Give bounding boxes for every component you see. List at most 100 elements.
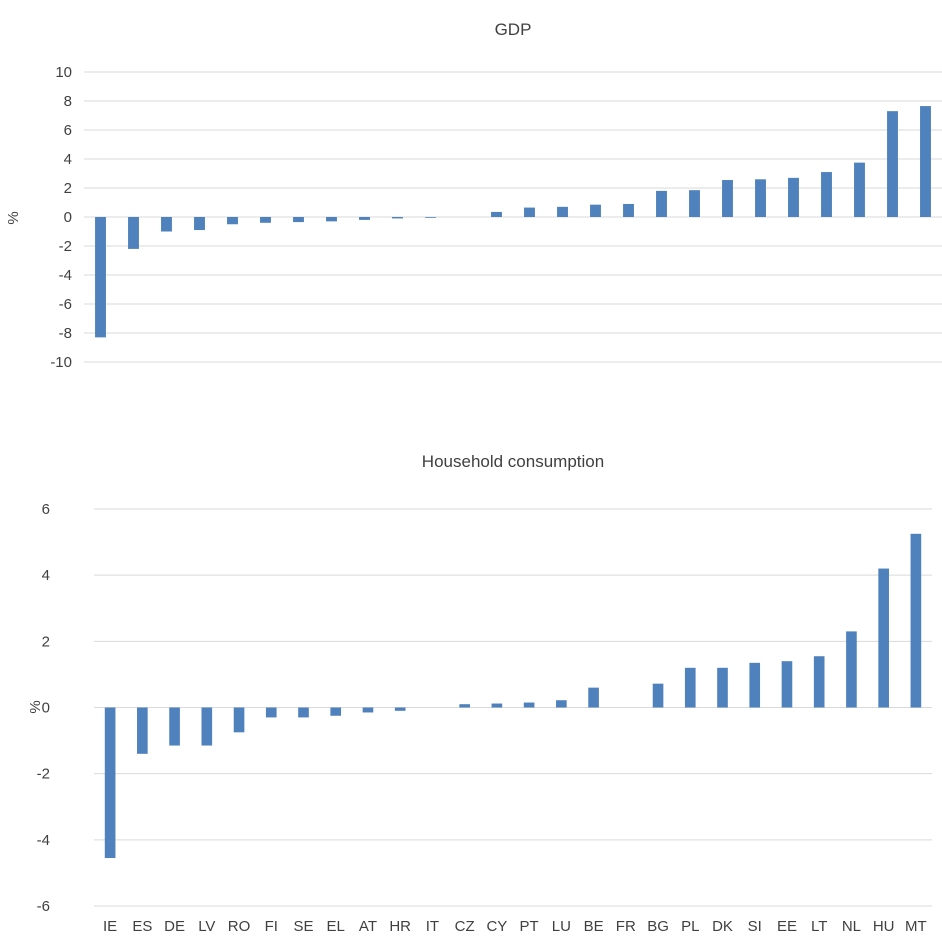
- bar-dk: [788, 177, 799, 217]
- bar-hu: [878, 568, 889, 708]
- x-tick-label: FI: [265, 918, 278, 935]
- y-tick-label: -6: [59, 296, 72, 313]
- gdp-chart: GDP% 10 8 6 4 2 0 -2 -4 -6 -8 -10 IE LV FI ES LU DE RO HR CZ…: [5, 20, 942, 375]
- x-tick-label: SE: [486, 374, 506, 375]
- bar-ee: [821, 172, 832, 217]
- y-tick-label: -2: [37, 766, 50, 783]
- bar-pl: [425, 217, 436, 218]
- bar-ie: [95, 217, 106, 338]
- x-tick-label: PT: [553, 374, 572, 375]
- x-tick-label: BE: [584, 918, 604, 935]
- bar-de: [169, 707, 180, 746]
- x-tick-label: LT: [752, 374, 768, 375]
- y-tick-label: -10: [50, 354, 72, 371]
- x-tick-label: PL: [681, 918, 699, 935]
- y-axis-label: %: [5, 211, 22, 224]
- bar-lv: [201, 707, 213, 746]
- bar-nl: [846, 631, 857, 708]
- x-tick-label: RO: [287, 374, 310, 375]
- bar-pl: [684, 667, 696, 708]
- y-tick-label: -4: [59, 267, 72, 284]
- x-tick-label: FR: [520, 374, 540, 375]
- x-tick-label: DK: [783, 374, 804, 375]
- bar-ee: [781, 661, 793, 708]
- bar-pt: [557, 206, 568, 217]
- household-consumption-chart: Household consumption% 6 4 2 0 -2 -4 -6 IE ES DE LV…: [27, 452, 932, 935]
- bar-bg: [689, 190, 700, 217]
- x-tick-label: DE: [164, 918, 185, 935]
- bar-lv: [128, 217, 139, 249]
- y-tick-label: 10: [55, 64, 72, 81]
- chart-title: Household consumption: [422, 452, 604, 471]
- y-tick-label: 6: [42, 501, 50, 518]
- x-tick-label: PT: [520, 918, 539, 935]
- y-tick-label: 2: [64, 180, 72, 197]
- x-tick-label: MT: [905, 918, 927, 935]
- bar-cz: [359, 217, 370, 220]
- x-tick-label: CZ: [355, 374, 375, 375]
- x-tick-label: EE: [816, 374, 836, 375]
- bar-be: [656, 190, 667, 217]
- x-tick-label: SI: [748, 918, 762, 935]
- x-tick-label: ES: [132, 918, 152, 935]
- bar-at: [590, 204, 601, 217]
- y-tick-label: 6: [64, 122, 72, 139]
- bar-it: [623, 203, 634, 217]
- bar-es: [194, 217, 205, 231]
- x-tick-label: HU: [915, 374, 937, 375]
- x-tick-label: DE: [255, 374, 276, 375]
- bar-cy: [491, 703, 503, 708]
- bar-pt: [523, 702, 535, 708]
- bar-hr: [394, 707, 406, 711]
- x-tick-label: IT: [426, 918, 439, 935]
- x-tick-label: EE: [777, 918, 797, 935]
- bar-ro: [233, 707, 245, 733]
- x-tick-label: PL: [421, 374, 439, 375]
- x-tick-label: BG: [647, 918, 669, 935]
- bar-hu: [920, 106, 931, 217]
- y-tick-label: 4: [42, 567, 50, 584]
- bar-fi: [265, 707, 277, 718]
- y-tick-label: -4: [37, 832, 50, 849]
- y-axis-label: %: [27, 700, 44, 713]
- x-tick-label: RO: [228, 918, 251, 935]
- x-tick-label: AT: [359, 918, 377, 935]
- y-tick-label: 4: [64, 151, 72, 168]
- x-tick-label: LT: [811, 918, 827, 935]
- chart-title: GDP: [495, 20, 532, 39]
- x-tick-label: IE: [93, 374, 107, 375]
- x-tick-label: MT: [882, 374, 904, 375]
- bar-dk: [717, 667, 728, 708]
- x-tick-label: EL: [388, 374, 406, 375]
- bar-si: [749, 662, 761, 708]
- y-tick-label: 2: [42, 633, 50, 650]
- x-tick-label: SE: [293, 918, 313, 935]
- bar-mt: [910, 533, 922, 708]
- y-tick-label: 0: [64, 209, 72, 226]
- x-tick-label: NL: [850, 374, 869, 375]
- x-tick-label: LV: [125, 374, 142, 375]
- y-tick-label: 8: [64, 93, 72, 110]
- x-tick-label: FI: [160, 374, 173, 375]
- bar-es: [137, 707, 148, 754]
- bar-fr: [524, 207, 535, 217]
- bar-hr: [326, 217, 337, 222]
- bar-si: [722, 180, 733, 217]
- y-tick-label: 0: [42, 700, 50, 717]
- x-tick-label: CY: [453, 374, 474, 375]
- y-tick-label: -8: [59, 325, 72, 342]
- x-tick-label: ES: [189, 374, 209, 375]
- y-tick-label: -2: [59, 238, 72, 255]
- bar-mt: [887, 111, 898, 217]
- bar-lu: [556, 700, 567, 708]
- x-tick-label: LU: [223, 374, 242, 375]
- bar-be: [588, 687, 599, 708]
- x-tick-label: CY: [486, 918, 507, 935]
- x-tick-label: HU: [873, 918, 895, 935]
- x-tick-label: HR: [321, 374, 343, 375]
- bar-el: [330, 707, 342, 716]
- bar-cz: [459, 704, 470, 708]
- x-tick-label: BG: [684, 374, 706, 375]
- bar-bg: [652, 683, 664, 708]
